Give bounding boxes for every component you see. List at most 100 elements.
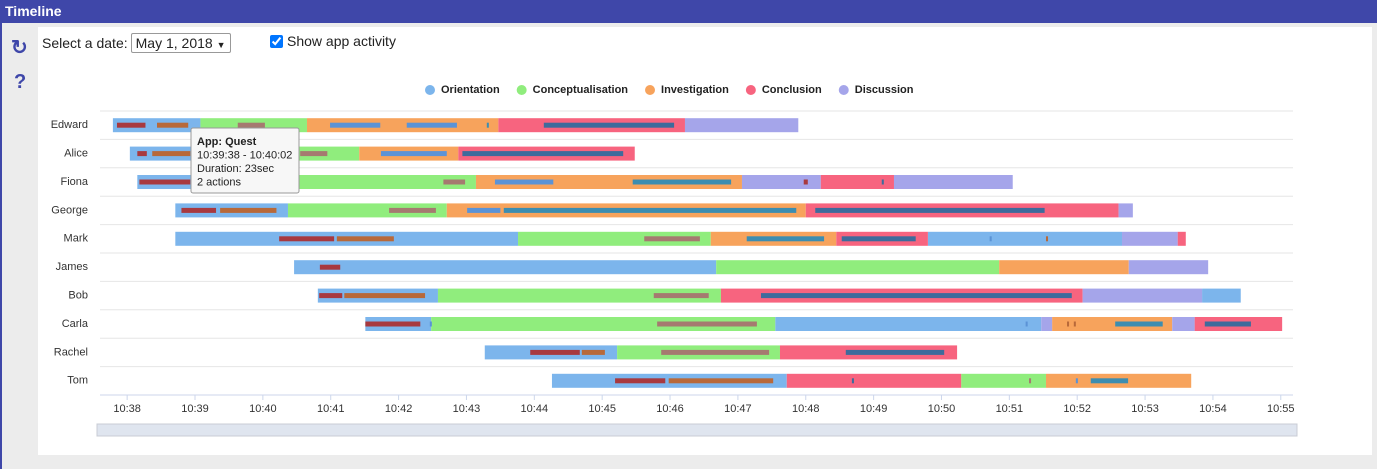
activity-bar bbox=[462, 151, 624, 157]
activity-bar bbox=[443, 179, 466, 185]
x-tick-label: 10:41 bbox=[317, 403, 345, 415]
phase-bar bbox=[999, 260, 1129, 275]
activity-label: Show app activity bbox=[287, 33, 396, 49]
phase-bar bbox=[1118, 203, 1133, 218]
legend-marker bbox=[425, 85, 435, 95]
x-tick-label: 10:50 bbox=[928, 403, 956, 415]
phase-bar bbox=[112, 118, 201, 133]
activity-bar bbox=[467, 207, 501, 213]
activity-bar bbox=[543, 122, 675, 128]
phase-bar bbox=[294, 260, 717, 275]
activity-bar bbox=[237, 122, 265, 128]
activity-bar bbox=[653, 293, 709, 299]
row-label: George bbox=[51, 204, 88, 216]
x-tick-label: 10:43 bbox=[453, 403, 481, 415]
date-value: May 1, 2018 bbox=[135, 35, 213, 51]
activity-bar bbox=[503, 207, 797, 213]
activity-checkbox[interactable] bbox=[270, 35, 283, 48]
activity-bar bbox=[157, 122, 189, 128]
phase-bar bbox=[961, 373, 1046, 388]
activity-bar bbox=[760, 293, 1072, 299]
phase-bar bbox=[1121, 231, 1178, 246]
activity-bar bbox=[330, 122, 381, 128]
activity-bar bbox=[881, 179, 884, 185]
activity-bar bbox=[581, 349, 605, 355]
tooltip-line: Duration: 23sec bbox=[197, 163, 275, 175]
activity-bar bbox=[406, 122, 457, 128]
phase-bar bbox=[518, 231, 711, 246]
activity-bar bbox=[319, 264, 341, 270]
phase-bar bbox=[431, 317, 776, 331]
row-label: James bbox=[56, 261, 89, 273]
activity-bar bbox=[137, 151, 147, 157]
phase-bar bbox=[437, 288, 721, 303]
date-select[interactable]: May 1, 2018 ▼ bbox=[130, 33, 231, 53]
phase-bar bbox=[1177, 231, 1186, 246]
tooltip-box bbox=[190, 127, 300, 194]
phase-bar bbox=[684, 118, 799, 133]
phase-bar bbox=[741, 175, 821, 189]
activity-bar bbox=[139, 179, 191, 185]
header-title: Timeline bbox=[0, 0, 1377, 23]
legend-label: Conceptualisation bbox=[533, 84, 629, 96]
legend-label: Investigation bbox=[661, 84, 729, 96]
help-icon[interactable]: ? bbox=[14, 71, 27, 93]
date-control: Select a date: May 1, 2018 ▼ bbox=[42, 33, 231, 53]
activity-bar bbox=[530, 349, 580, 355]
activity-bar bbox=[116, 122, 146, 128]
activity-bar bbox=[344, 293, 426, 299]
legend-marker bbox=[745, 85, 756, 95]
phase-bar bbox=[893, 175, 1013, 189]
row-label: Tom bbox=[67, 375, 88, 387]
x-tick-label: 10:48 bbox=[792, 403, 820, 415]
phase-bar bbox=[1202, 288, 1241, 303]
activity-bar bbox=[657, 321, 757, 327]
phase-bar bbox=[775, 317, 1042, 331]
activity-bar bbox=[644, 236, 700, 242]
activity-bar bbox=[989, 236, 992, 242]
activity-bar bbox=[494, 179, 554, 185]
activity-bar bbox=[336, 236, 394, 242]
activity-bar bbox=[220, 207, 277, 213]
activity-bar bbox=[1075, 378, 1078, 384]
activity-bar bbox=[632, 179, 732, 185]
legend-marker bbox=[516, 85, 527, 95]
phase-bar bbox=[927, 231, 1122, 246]
phase-bar bbox=[1128, 260, 1209, 275]
activity-bar bbox=[152, 151, 191, 157]
row-label: Carla bbox=[62, 318, 89, 330]
row-label: Rachel bbox=[54, 346, 88, 358]
phase-bar bbox=[820, 175, 894, 189]
activity-bar bbox=[851, 378, 854, 384]
date-label: Select a date: bbox=[42, 35, 128, 51]
x-tick-label: 10:42 bbox=[385, 403, 413, 415]
row-label: Edward bbox=[51, 119, 88, 131]
x-tick-label: 10:52 bbox=[1063, 403, 1091, 415]
x-tick-label: 10:47 bbox=[724, 403, 752, 415]
activity-bar bbox=[1029, 378, 1032, 384]
x-tick-label: 10:45 bbox=[588, 403, 616, 415]
x-tick-label: 10:44 bbox=[521, 403, 549, 415]
activity-bar bbox=[380, 151, 447, 157]
activity-bar bbox=[841, 236, 916, 242]
row-label: Fiona bbox=[60, 176, 88, 188]
phase-bar bbox=[475, 175, 742, 189]
phase-bar bbox=[716, 260, 1000, 275]
phase-bar bbox=[1041, 317, 1053, 331]
x-tick-label: 10:39 bbox=[181, 403, 209, 415]
phase-bar bbox=[1052, 317, 1173, 331]
legend-marker bbox=[645, 85, 656, 95]
scrollbar[interactable] bbox=[96, 423, 1298, 437]
refresh-icon[interactable]: ↻ bbox=[11, 37, 28, 59]
activity-bar bbox=[815, 207, 1045, 213]
activity-bar bbox=[1204, 321, 1251, 327]
row-label: Alice bbox=[64, 148, 88, 160]
phase-bar bbox=[786, 373, 962, 388]
activity-bar bbox=[668, 378, 774, 384]
x-tick-label: 10:38 bbox=[113, 403, 141, 415]
row-label: Mark bbox=[64, 233, 89, 245]
x-tick-label: 10:51 bbox=[996, 403, 1024, 415]
activity-bar bbox=[429, 321, 432, 327]
activity-bar bbox=[1090, 378, 1129, 384]
